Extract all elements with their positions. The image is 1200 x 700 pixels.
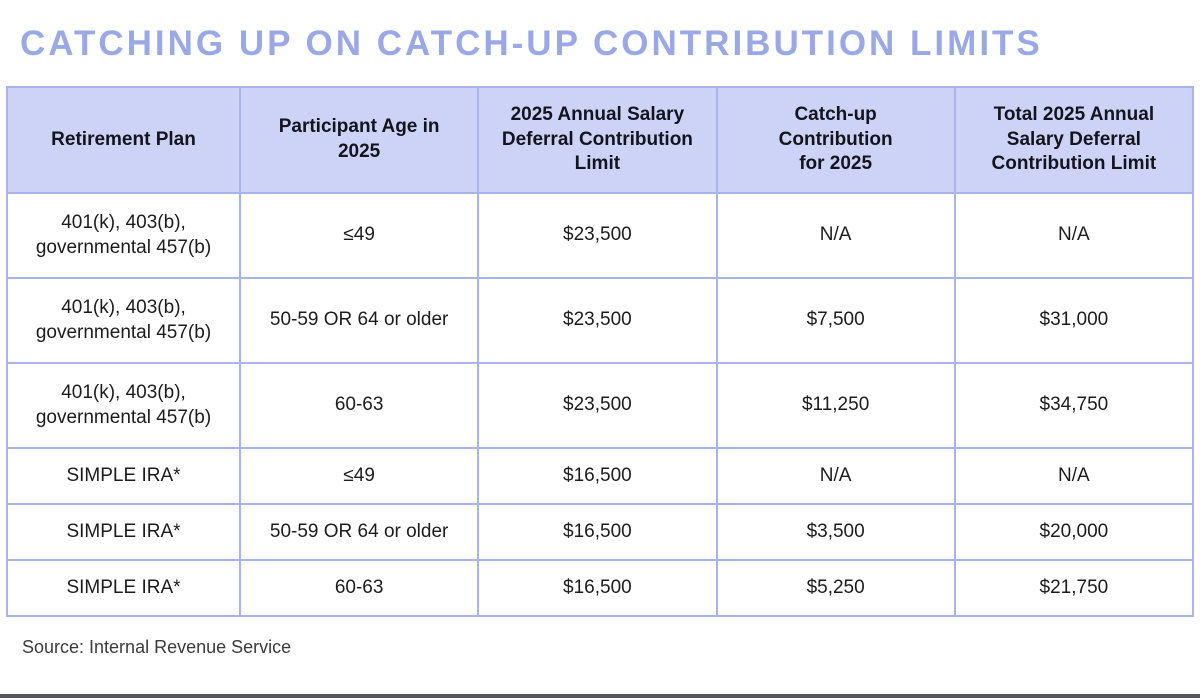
source-note: Source: Internal Revenue Service xyxy=(22,637,292,657)
table-cell: 50-59 OR 64 or older xyxy=(238,503,480,561)
table-body: 401(k), 403(b), governmental 457(b) ≤49 $2… xyxy=(6,192,1195,617)
table-cell: SIMPLE IRA* xyxy=(6,503,241,561)
column-header-1: Participant Age in 2025 xyxy=(238,86,480,194)
table-cell: $3,500 xyxy=(715,503,956,561)
table-cell: $16,500 xyxy=(477,447,718,505)
table-cell: SIMPLE IRA* xyxy=(6,559,241,617)
table-cell: $23,500 xyxy=(477,192,718,279)
table-cell: $5,250 xyxy=(715,559,956,617)
table-cell: $11,250 xyxy=(715,362,956,449)
table-cell: 60-63 xyxy=(238,362,480,449)
table-cell: N/A xyxy=(953,447,1195,505)
column-header-2: 2025 Annual Salary Deferral Contribution… xyxy=(477,86,718,194)
table-cell: 401(k), 403(b), governmental 457(b) xyxy=(6,362,241,449)
table-row: 401(k), 403(b), governmental 457(b) ≤49 $2… xyxy=(6,192,1195,279)
infographic-page: CATCHING UP ON CATCH-UP CONTRIBUTION LIM… xyxy=(0,24,1200,698)
table-row: 401(k), 403(b), governmental 457(b) 60-63… xyxy=(6,362,1195,449)
column-header-0: Retirement Plan xyxy=(6,86,241,194)
table-row: SIMPLE IRA* 60-63 $16,500 $5,250 $21,750 xyxy=(6,559,1195,617)
table-cell: $23,500 xyxy=(477,362,718,449)
table-header-row: Retirement Plan Participant Age in 2025 20… xyxy=(6,86,1195,194)
column-header-4: Total 2025 Annual Salary Deferral Contri… xyxy=(953,86,1195,194)
table-cell: N/A xyxy=(715,447,956,505)
table-cell: ≤49 xyxy=(238,192,480,279)
table-cell: 401(k), 403(b), governmental 457(b) xyxy=(6,192,241,279)
table-cell: $20,000 xyxy=(953,503,1195,561)
table-cell: $21,750 xyxy=(953,559,1195,617)
table-cell: ≤49 xyxy=(238,447,480,505)
table-row: SIMPLE IRA* 50-59 OR 64 or older $16,500 $3… xyxy=(6,503,1195,561)
bottom-accent-bar xyxy=(0,694,1200,698)
table-header: Retirement Plan Participant Age in 2025 20… xyxy=(6,86,1195,194)
table-row: SIMPLE IRA* ≤49 $16,500 N/A N/A xyxy=(6,447,1195,505)
table-row: 401(k), 403(b), governmental 457(b) 50-59… xyxy=(6,277,1195,364)
table-cell: 60-63 xyxy=(238,559,480,617)
table-cell: $34,750 xyxy=(953,362,1195,449)
column-header-3: Catch-up Contribution for 2025 xyxy=(715,86,956,194)
table-cell: $31,000 xyxy=(953,277,1195,364)
table-cell: $23,500 xyxy=(477,277,718,364)
page-title: CATCHING UP ON CATCH-UP CONTRIBUTION LIM… xyxy=(20,24,1043,63)
table-cell: $7,500 xyxy=(715,277,956,364)
table-cell: $16,500 xyxy=(477,503,718,561)
table-cell: 50-59 OR 64 or older xyxy=(238,277,480,364)
table-cell: $16,500 xyxy=(477,559,718,617)
table-cell: SIMPLE IRA* xyxy=(6,447,241,505)
table-cell: 401(k), 403(b), governmental 457(b) xyxy=(6,277,241,364)
table-cell: N/A xyxy=(953,192,1195,279)
contribution-limits-table: Retirement Plan Participant Age in 2025 20… xyxy=(6,86,1195,617)
table-cell: N/A xyxy=(715,192,956,279)
